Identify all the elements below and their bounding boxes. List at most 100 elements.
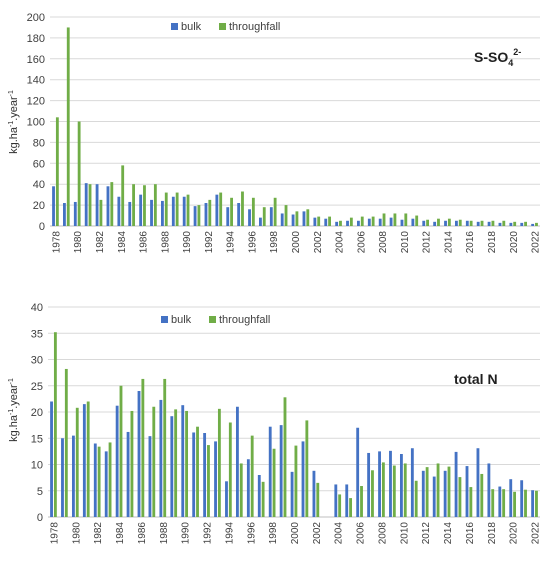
bar-throughfall-1992 [207, 445, 210, 517]
bar-bulk-1999 [280, 213, 284, 226]
bar-bulk-1986 [139, 194, 143, 226]
bar-throughfall-1996 [251, 197, 255, 226]
bar-throughfall-2018 [491, 489, 495, 517]
y-tick-label: 0 [39, 221, 45, 233]
bar-bulk-1990 [181, 405, 185, 517]
bar-throughfall-2013 [436, 463, 440, 517]
bar-bulk-2002 [313, 217, 317, 226]
bar-bulk-2015 [454, 451, 458, 517]
bar-throughfall-1985 [130, 410, 134, 517]
y-tick-label: 20 [31, 407, 43, 419]
bar-bulk-2022 [531, 223, 535, 226]
bar-throughfall-2003 [328, 216, 331, 226]
bar-bulk-1981 [82, 404, 86, 517]
bars [50, 332, 538, 517]
x-tick-label: 2000 [290, 522, 301, 545]
bar-bulk-1991 [193, 206, 197, 226]
bar-bulk-2018 [487, 463, 491, 517]
bar-throughfall-1978 [55, 117, 59, 226]
y-axis-label: kg.ha-1.year-1 [8, 90, 20, 154]
bar-bulk-1978 [50, 401, 53, 517]
bar-bulk-2008 [378, 218, 382, 226]
bar-throughfall-1993 [219, 192, 223, 226]
bar-throughfall-1992 [208, 199, 212, 226]
y-tick-label: 5 [37, 486, 43, 498]
bar-bulk-2009 [389, 450, 392, 517]
x-tick-label: 1988 [159, 522, 170, 545]
bar-bulk-2001 [302, 211, 306, 226]
x-tick-label: 1992 [204, 231, 215, 254]
bar-bulk-1980 [71, 435, 75, 517]
bar-bulk-1992 [203, 433, 207, 517]
y-tick-label: 25 [31, 381, 43, 393]
bar-throughfall-1989 [175, 192, 179, 226]
bar-throughfall-2020 [513, 491, 517, 517]
bar-bulk-2013 [432, 476, 436, 517]
bar-throughfall-2002 [317, 216, 321, 226]
bar-throughfall-2002 [316, 482, 320, 517]
bar-throughfall-1986 [143, 185, 146, 226]
bar-bulk-1979 [63, 203, 66, 226]
bar-bulk-2004 [335, 221, 339, 226]
bar-bulk-2004 [334, 484, 338, 517]
y-tick-label: 60 [33, 158, 45, 170]
bar-bulk-2005 [345, 484, 349, 517]
bar-bulk-1996 [248, 209, 251, 226]
bar-throughfall-2008 [382, 213, 386, 226]
x-tick-label: 2012 [421, 522, 432, 545]
bar-bulk-2022 [531, 490, 535, 517]
x-tick-label: 2022 [531, 522, 542, 545]
bar-bulk-1996 [246, 459, 250, 517]
x-tick-label: 1998 [268, 522, 279, 545]
bar-bulk-2000 [290, 471, 294, 517]
legend-label-bulk: bulk [181, 21, 202, 33]
bar-throughfall-2009 [393, 213, 397, 226]
bar-throughfall-2012 [425, 467, 429, 517]
bar-throughfall-2014 [447, 218, 451, 226]
bar-bulk-2013 [433, 221, 437, 226]
bar-bulk-2017 [476, 221, 480, 226]
bar-bulk-1988 [159, 399, 163, 517]
bar-throughfall-1990 [185, 410, 189, 517]
bar-bulk-1995 [237, 203, 241, 226]
bar-bulk-2014 [444, 220, 447, 226]
bar-bulk-2015 [455, 220, 458, 226]
bar-bulk-1983 [104, 451, 108, 517]
x-tick-label: 1980 [71, 522, 82, 545]
bar-throughfall-2001 [306, 209, 310, 226]
bar-throughfall-2012 [426, 219, 429, 226]
bar-bulk-2002 [312, 470, 316, 517]
bar-bulk-2007 [367, 218, 371, 226]
bar-throughfall-1987 [153, 184, 157, 226]
x-tick-label: 2004 [334, 522, 345, 545]
x-tick-label: 1994 [226, 231, 237, 254]
x-tick-labels: 1978 1980 1982 1984 1986 1988 1990 1992 1994 1996… [51, 231, 541, 254]
bars [52, 27, 538, 227]
x-tick-labels: 1978 1980 1982 1984 1986 1988 1990 1992 1994 1996… [49, 522, 541, 545]
x-tick-label: 2020 [509, 522, 520, 545]
bar-throughfall-2007 [371, 470, 374, 517]
y-tick-label: 0 [37, 512, 43, 524]
y-tick-label: 160 [27, 54, 45, 66]
legend-label-throughfall: throughfall [219, 314, 270, 326]
bar-throughfall-2016 [469, 220, 473, 226]
y-tick-label: 10 [31, 460, 43, 472]
bar-bulk-1994 [225, 481, 228, 517]
bar-bulk-1995 [235, 406, 239, 517]
bar-bulk-1985 [128, 201, 132, 226]
bar-throughfall-1994 [230, 197, 233, 226]
x-tick-label: 2002 [312, 522, 323, 545]
x-tick-label: 2020 [509, 231, 520, 254]
bar-bulk-1987 [150, 199, 153, 226]
y-tick-label: 120 [27, 96, 45, 108]
x-tick-label: 2014 [443, 522, 454, 545]
bar-throughfall-2018 [491, 220, 495, 226]
bar-throughfall-1997 [262, 207, 266, 226]
bar-throughfall-2004 [338, 494, 342, 517]
bar-throughfall-2007 [371, 216, 375, 226]
bar-throughfall-2013 [437, 218, 440, 226]
y-tick-label: 30 [31, 355, 43, 367]
bar-bulk-2005 [346, 220, 349, 226]
bar-bulk-2016 [465, 466, 469, 517]
